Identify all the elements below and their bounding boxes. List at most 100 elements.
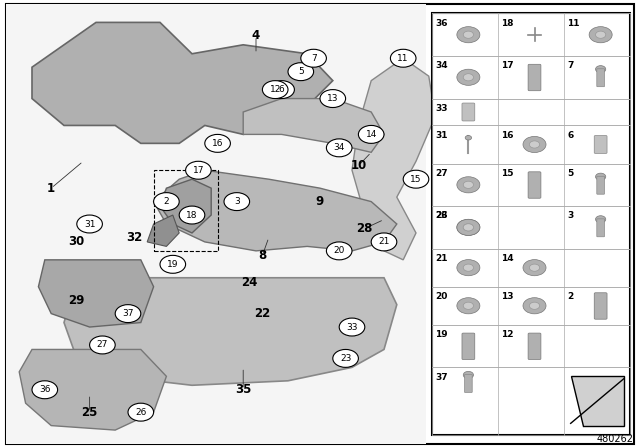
FancyBboxPatch shape	[465, 375, 472, 392]
Polygon shape	[19, 349, 166, 430]
Text: 17: 17	[501, 61, 514, 70]
Text: 1: 1	[47, 181, 55, 195]
FancyBboxPatch shape	[595, 135, 607, 153]
Text: 23: 23	[340, 354, 351, 363]
Circle shape	[595, 216, 605, 223]
Circle shape	[90, 336, 115, 354]
Circle shape	[128, 403, 154, 421]
Circle shape	[463, 264, 474, 271]
Text: 37: 37	[435, 373, 448, 382]
Text: 20: 20	[435, 292, 447, 301]
Text: 19: 19	[167, 260, 179, 269]
Text: 18: 18	[501, 19, 514, 28]
Text: 26: 26	[135, 408, 147, 417]
Text: 27: 27	[435, 169, 448, 178]
Text: 22: 22	[254, 307, 271, 320]
Text: 7: 7	[568, 61, 574, 70]
FancyBboxPatch shape	[596, 219, 605, 237]
Polygon shape	[38, 260, 154, 327]
FancyBboxPatch shape	[528, 172, 541, 198]
Circle shape	[523, 298, 546, 314]
Circle shape	[115, 305, 141, 323]
Circle shape	[529, 302, 540, 309]
Circle shape	[457, 220, 480, 236]
Text: 18: 18	[186, 211, 198, 220]
Text: 16: 16	[212, 139, 223, 148]
Text: 6: 6	[568, 131, 573, 140]
Circle shape	[186, 161, 211, 179]
Circle shape	[179, 206, 205, 224]
Text: 32: 32	[126, 231, 143, 244]
Circle shape	[339, 318, 365, 336]
Circle shape	[463, 31, 474, 39]
FancyBboxPatch shape	[432, 13, 630, 435]
Circle shape	[154, 193, 179, 211]
FancyBboxPatch shape	[6, 4, 426, 444]
Circle shape	[457, 220, 480, 236]
Text: 27: 27	[97, 340, 108, 349]
Circle shape	[326, 139, 352, 157]
Text: 2: 2	[568, 292, 573, 301]
Text: 15: 15	[410, 175, 422, 184]
Text: 6: 6	[279, 85, 284, 94]
Circle shape	[205, 134, 230, 152]
Text: 33: 33	[435, 104, 448, 113]
Text: 33: 33	[346, 323, 358, 332]
Text: 31: 31	[435, 131, 448, 140]
Circle shape	[465, 135, 472, 140]
Text: 8: 8	[259, 249, 266, 262]
Polygon shape	[154, 170, 397, 251]
Circle shape	[523, 136, 546, 153]
Text: 3: 3	[568, 211, 573, 220]
Circle shape	[320, 90, 346, 108]
Circle shape	[77, 215, 102, 233]
Text: 30: 30	[68, 235, 85, 249]
Text: 26: 26	[435, 211, 448, 220]
FancyBboxPatch shape	[596, 69, 605, 87]
Text: 21: 21	[435, 254, 448, 263]
Text: 19: 19	[435, 330, 448, 339]
Text: 23: 23	[435, 211, 448, 220]
Circle shape	[595, 66, 605, 73]
Text: 20: 20	[333, 246, 345, 255]
Text: 10: 10	[350, 159, 367, 172]
Circle shape	[288, 63, 314, 81]
Polygon shape	[243, 99, 384, 152]
Text: 29: 29	[68, 293, 85, 307]
Text: 25: 25	[81, 405, 98, 419]
Text: 34: 34	[435, 61, 448, 70]
Circle shape	[269, 81, 294, 99]
Text: 21: 21	[378, 237, 390, 246]
Circle shape	[333, 349, 358, 367]
Polygon shape	[571, 376, 624, 426]
Circle shape	[523, 260, 546, 276]
Text: 12: 12	[269, 85, 281, 94]
Text: 11: 11	[397, 54, 409, 63]
Circle shape	[463, 73, 474, 81]
Text: 14: 14	[365, 130, 377, 139]
Circle shape	[463, 302, 474, 309]
Circle shape	[457, 298, 480, 314]
FancyBboxPatch shape	[595, 293, 607, 319]
Text: 15: 15	[501, 169, 514, 178]
Text: 17: 17	[193, 166, 204, 175]
Circle shape	[32, 381, 58, 399]
Text: 24: 24	[241, 276, 258, 289]
Polygon shape	[352, 58, 435, 260]
FancyBboxPatch shape	[462, 333, 475, 359]
Text: 5: 5	[298, 67, 303, 76]
Circle shape	[224, 193, 250, 211]
Polygon shape	[147, 215, 179, 246]
Text: 36: 36	[435, 19, 448, 28]
Text: 11: 11	[568, 19, 580, 28]
Text: 37: 37	[122, 309, 134, 318]
Circle shape	[457, 69, 480, 85]
Text: 9: 9	[316, 195, 324, 208]
Circle shape	[457, 260, 480, 276]
Text: 28: 28	[356, 222, 373, 235]
Polygon shape	[160, 179, 211, 233]
FancyBboxPatch shape	[462, 103, 475, 121]
Text: 12: 12	[501, 330, 514, 339]
Text: 3: 3	[234, 197, 239, 206]
Circle shape	[262, 81, 288, 99]
